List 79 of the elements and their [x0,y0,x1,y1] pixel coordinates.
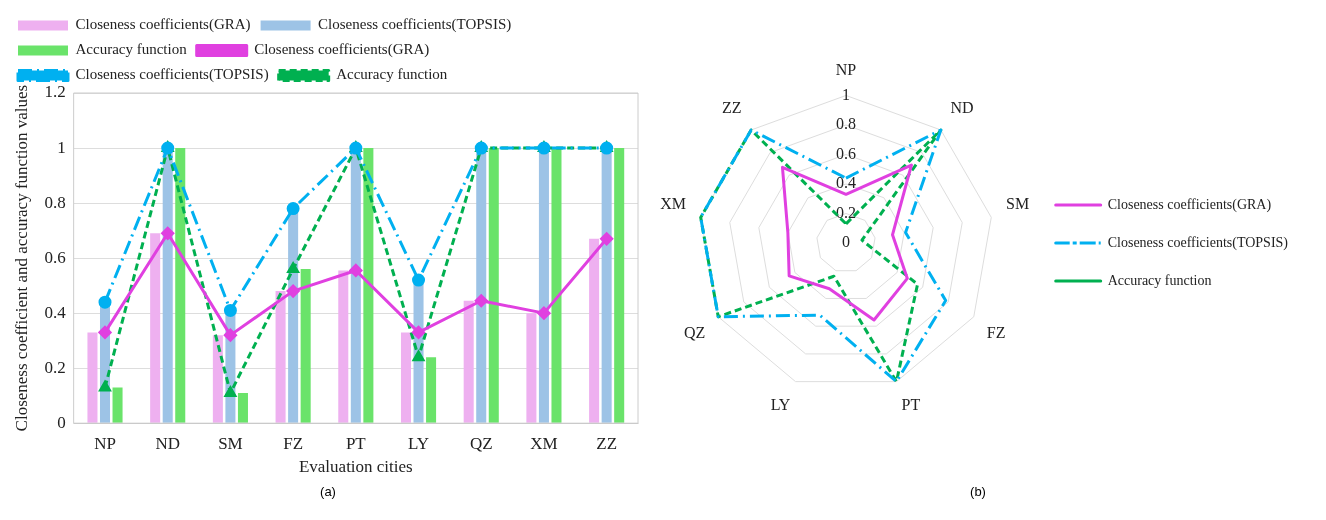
bar [212,335,223,423]
bar [426,357,437,423]
y-tick-label: 0.8 [44,192,66,212]
point [349,263,363,277]
legend-label: Accuracy function [336,66,448,83]
y-tick-label: 0 [57,412,66,432]
point [412,325,426,339]
point [286,284,300,298]
y-tick-label: 0.6 [44,247,66,267]
bar [488,148,499,423]
y-tick-label: 1 [842,85,850,103]
spoke-label: ND [950,99,974,117]
point [224,386,237,397]
point [537,306,551,320]
point [98,325,112,339]
bar [300,269,311,423]
bar [363,148,374,423]
spoke-label: FZ [986,324,1006,342]
y-axis-title: Closeness coefficient and accuracy function values [11,84,31,432]
point [161,226,175,240]
x-tick-label: PT [345,433,367,453]
bar [237,392,248,423]
point [223,303,237,317]
y-tick-label: 1 [57,137,66,157]
x-tick-label: FZ [283,433,304,453]
point [287,262,299,274]
y-tick-label: 0.4 [836,174,856,192]
bar [150,233,161,423]
x-axis-title: Evaluation cities [298,457,413,477]
x-tick-label: LY [408,433,430,453]
y-tick-label: 0 [842,233,850,251]
legend-label: Closeness coefficients(GRA) [75,16,251,34]
spoke-label: LY [770,395,791,413]
spoke-label: QZ [683,324,706,342]
legend-label: Closeness coefficients(TOPSIS) [75,66,269,84]
spoke-label: PT [901,395,921,413]
bar [526,313,537,423]
text: (a) [320,484,336,499]
spoke-label: XM [660,195,686,213]
bar [87,332,98,423]
x-tick-label: ZZ [596,433,618,453]
y-tick-label: 0.4 [44,302,67,322]
legend-label: Closeness coefficients(TOPSIS) [1107,234,1289,251]
bar [589,238,600,423]
point [412,350,425,362]
point [474,294,488,308]
point [412,273,426,287]
text: (b) [970,484,986,499]
x-tick-label: ND [155,433,180,453]
point [286,202,300,216]
y-tick-label: 0.2 [836,203,856,221]
bar [275,291,286,423]
point [99,380,111,392]
bar [463,300,474,423]
point [223,328,237,342]
x-tick-label: NP [94,433,116,453]
x-tick-label: XM [530,433,558,453]
spoke-label: NP [835,61,857,79]
bar [614,148,625,423]
bar [338,270,349,423]
y-tick-label: 0.8 [836,115,856,133]
bar [551,148,562,423]
bar [112,387,123,423]
y-tick-label: 0.2 [44,357,66,377]
x-tick-label: QZ [469,433,493,453]
legend-label: Closeness coefficients(GRA) [1107,196,1272,213]
legend-label: Accuracy function [1107,272,1212,288]
spoke-label: ZZ [721,99,742,117]
spoke-label: SM [1006,195,1030,213]
bar [400,332,412,423]
point [98,295,112,309]
x-tick-label: SM [218,433,243,453]
legend-label: Closeness coefficients(GRA) [254,41,430,59]
y-tick-label: 0.6 [836,144,856,162]
point [600,232,614,246]
legend-label: Accuracy function [75,41,188,58]
y-tick-label: 1.2 [44,82,66,102]
legend-label: Closeness coefficients(TOPSIS) [318,16,512,34]
bar [175,148,186,423]
